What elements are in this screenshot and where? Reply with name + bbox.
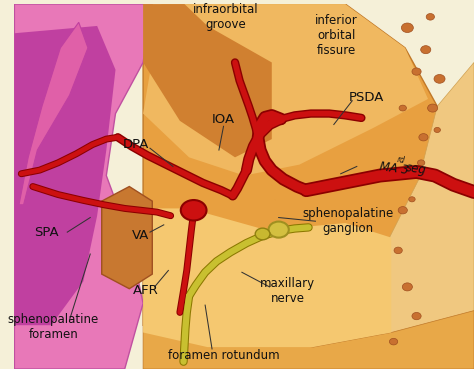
Text: seg: seg bbox=[405, 161, 428, 177]
Text: AFR: AFR bbox=[133, 284, 158, 297]
FancyBboxPatch shape bbox=[14, 4, 474, 369]
Circle shape bbox=[394, 247, 402, 254]
Polygon shape bbox=[19, 22, 88, 205]
Circle shape bbox=[398, 207, 407, 214]
Text: inferior
orbital
fissure: inferior orbital fissure bbox=[315, 14, 357, 56]
Circle shape bbox=[426, 14, 435, 20]
Circle shape bbox=[412, 68, 421, 75]
Polygon shape bbox=[143, 4, 272, 157]
Circle shape bbox=[421, 46, 431, 54]
Circle shape bbox=[390, 338, 398, 345]
Circle shape bbox=[408, 170, 416, 177]
Text: sphenopalatine
foramen: sphenopalatine foramen bbox=[8, 313, 99, 341]
Text: VA: VA bbox=[132, 229, 149, 242]
Polygon shape bbox=[14, 26, 116, 325]
Text: rd: rd bbox=[397, 155, 406, 165]
Circle shape bbox=[399, 105, 406, 111]
Polygon shape bbox=[102, 186, 152, 289]
Circle shape bbox=[434, 127, 440, 132]
Circle shape bbox=[409, 197, 415, 202]
Circle shape bbox=[269, 221, 289, 238]
Polygon shape bbox=[14, 4, 152, 369]
Text: DPA: DPA bbox=[123, 138, 149, 151]
Polygon shape bbox=[143, 4, 437, 347]
Text: IOA: IOA bbox=[212, 113, 235, 125]
Circle shape bbox=[255, 228, 270, 240]
Text: MA 3: MA 3 bbox=[378, 161, 410, 177]
Circle shape bbox=[419, 134, 428, 141]
Text: maxillary
nerve: maxillary nerve bbox=[260, 276, 315, 304]
Circle shape bbox=[412, 313, 421, 320]
Polygon shape bbox=[382, 62, 474, 369]
Polygon shape bbox=[143, 311, 474, 369]
Text: infraorbital
groove: infraorbital groove bbox=[193, 3, 259, 31]
Text: SPA: SPA bbox=[34, 226, 59, 239]
Circle shape bbox=[181, 200, 207, 220]
Circle shape bbox=[428, 104, 438, 112]
Text: foramen rotundum: foramen rotundum bbox=[168, 349, 279, 362]
Circle shape bbox=[402, 283, 412, 291]
Circle shape bbox=[401, 23, 413, 32]
Circle shape bbox=[418, 160, 425, 166]
Polygon shape bbox=[143, 208, 391, 347]
Text: PSDA: PSDA bbox=[348, 91, 383, 104]
Circle shape bbox=[434, 75, 445, 83]
Polygon shape bbox=[143, 4, 428, 176]
Text: sphenopalatine
ganglion: sphenopalatine ganglion bbox=[302, 207, 393, 235]
